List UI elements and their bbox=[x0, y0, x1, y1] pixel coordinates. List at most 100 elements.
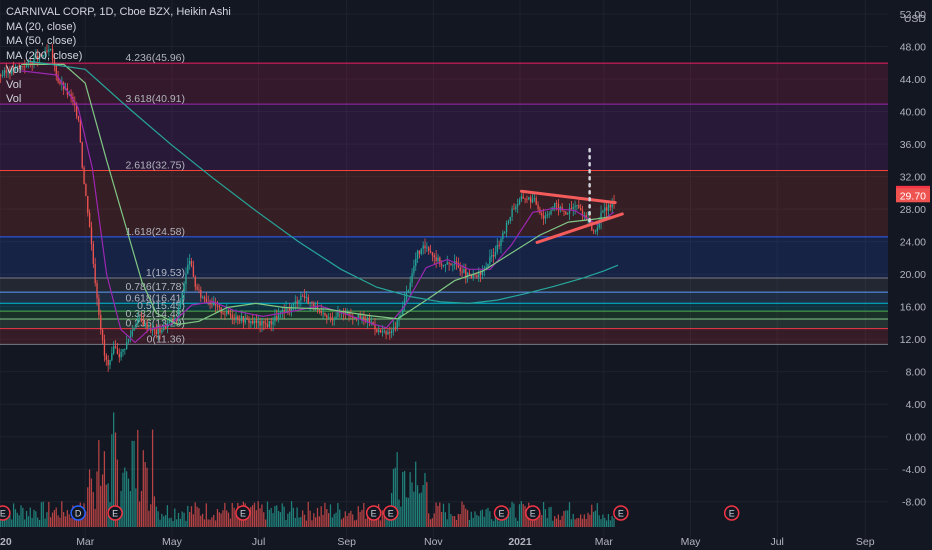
ma-line-50 bbox=[21, 63, 614, 326]
volume-bar bbox=[209, 519, 211, 527]
candle-body bbox=[337, 310, 339, 317]
price-tick-label: 24.00 bbox=[900, 237, 926, 249]
volume-bar bbox=[529, 520, 532, 527]
candle-body bbox=[544, 215, 547, 219]
candle-body bbox=[609, 205, 612, 208]
candle-body bbox=[122, 349, 124, 352]
chart-legend: CARNIVAL CORP, 1D, Cboe BZX, Heikin Ashi… bbox=[6, 5, 231, 107]
candle-body bbox=[307, 297, 309, 304]
volume-bar bbox=[339, 509, 341, 527]
volume-bar bbox=[507, 512, 509, 527]
candle-body bbox=[44, 50, 46, 56]
volume-bar bbox=[98, 440, 100, 527]
candle-body bbox=[140, 318, 143, 322]
candle-body bbox=[528, 197, 530, 200]
volume-bar bbox=[133, 440, 135, 527]
volume-bar bbox=[344, 511, 346, 527]
candle-body bbox=[203, 296, 206, 300]
earnings-marker: E bbox=[493, 505, 510, 521]
volume-bar bbox=[294, 517, 296, 527]
volume-bar bbox=[231, 503, 233, 527]
marker-label: D bbox=[75, 509, 82, 519]
candle-body bbox=[87, 196, 89, 213]
candle-body bbox=[313, 302, 315, 310]
volume-bar bbox=[227, 512, 230, 527]
volume-bar bbox=[402, 472, 404, 527]
volume-bar bbox=[163, 516, 165, 527]
candle-body bbox=[496, 244, 498, 252]
candle-body bbox=[370, 321, 372, 323]
volume-bar bbox=[570, 519, 572, 527]
volume-bar bbox=[400, 506, 402, 527]
volume-bar bbox=[324, 502, 326, 527]
candle-body bbox=[396, 320, 398, 329]
candle-body bbox=[531, 199, 534, 203]
volume-bar bbox=[313, 513, 315, 527]
volume-bar bbox=[472, 517, 474, 527]
candle-body bbox=[565, 211, 567, 215]
volume-bar bbox=[526, 509, 528, 527]
volume-bar bbox=[602, 514, 604, 527]
volume-bar bbox=[552, 520, 554, 527]
volume-bar bbox=[255, 510, 257, 527]
volume-bar bbox=[148, 510, 150, 527]
candle-body bbox=[101, 329, 104, 340]
volume-bar bbox=[127, 478, 130, 527]
candle-body bbox=[205, 299, 208, 303]
volume-bar bbox=[453, 516, 456, 527]
marker-label: E bbox=[499, 509, 505, 519]
volume-bar bbox=[51, 512, 54, 527]
volume-bar bbox=[213, 514, 215, 527]
volume-bar bbox=[5, 516, 7, 527]
volume-bar bbox=[33, 509, 35, 527]
volume-bar bbox=[29, 507, 31, 527]
earnings-marker: E bbox=[107, 505, 123, 521]
candle-body bbox=[100, 315, 102, 330]
volume-bar bbox=[224, 502, 226, 527]
volume-bar bbox=[261, 504, 263, 527]
fib-label: 3.618(40.91) bbox=[125, 93, 185, 105]
volume-bar bbox=[494, 511, 497, 527]
volume-bar bbox=[194, 502, 196, 527]
volume-bar bbox=[66, 510, 68, 527]
earnings-marker: E bbox=[613, 505, 629, 521]
candle-body bbox=[450, 263, 452, 266]
volume-bar bbox=[428, 513, 430, 527]
candle-body bbox=[578, 205, 580, 209]
volume-bar bbox=[246, 512, 248, 527]
volume-bar bbox=[372, 520, 374, 527]
candle-body bbox=[602, 211, 604, 213]
volume-bar bbox=[151, 429, 154, 527]
candle-body bbox=[524, 198, 526, 200]
candle-body bbox=[255, 320, 258, 323]
volume-bar bbox=[509, 507, 511, 527]
volume-bar bbox=[487, 507, 489, 527]
marker-label: E bbox=[618, 509, 624, 519]
volume-bar bbox=[192, 514, 194, 527]
candle-body bbox=[237, 316, 239, 321]
candle-body bbox=[124, 348, 126, 350]
candle-body bbox=[177, 307, 180, 320]
candle-body bbox=[320, 311, 322, 314]
volume-bar bbox=[359, 511, 361, 527]
marker-label: E bbox=[112, 509, 118, 519]
candle-body bbox=[413, 266, 415, 274]
candle-body bbox=[431, 252, 434, 256]
marker-label: E bbox=[729, 509, 735, 519]
marker-label: E bbox=[530, 509, 536, 519]
volume-bar bbox=[226, 510, 228, 527]
volume-bar bbox=[96, 471, 98, 527]
volume-bar bbox=[340, 519, 343, 527]
volume-bar bbox=[170, 517, 172, 527]
price-tick-label: 44.00 bbox=[900, 74, 926, 86]
candle-body bbox=[75, 105, 78, 117]
volume-bar bbox=[142, 450, 144, 527]
volume-bar bbox=[88, 469, 91, 527]
candle-body bbox=[333, 318, 335, 321]
volume-bar bbox=[281, 503, 283, 527]
candle-body bbox=[222, 313, 224, 314]
candle-body bbox=[359, 314, 361, 319]
candle-body bbox=[605, 207, 608, 211]
